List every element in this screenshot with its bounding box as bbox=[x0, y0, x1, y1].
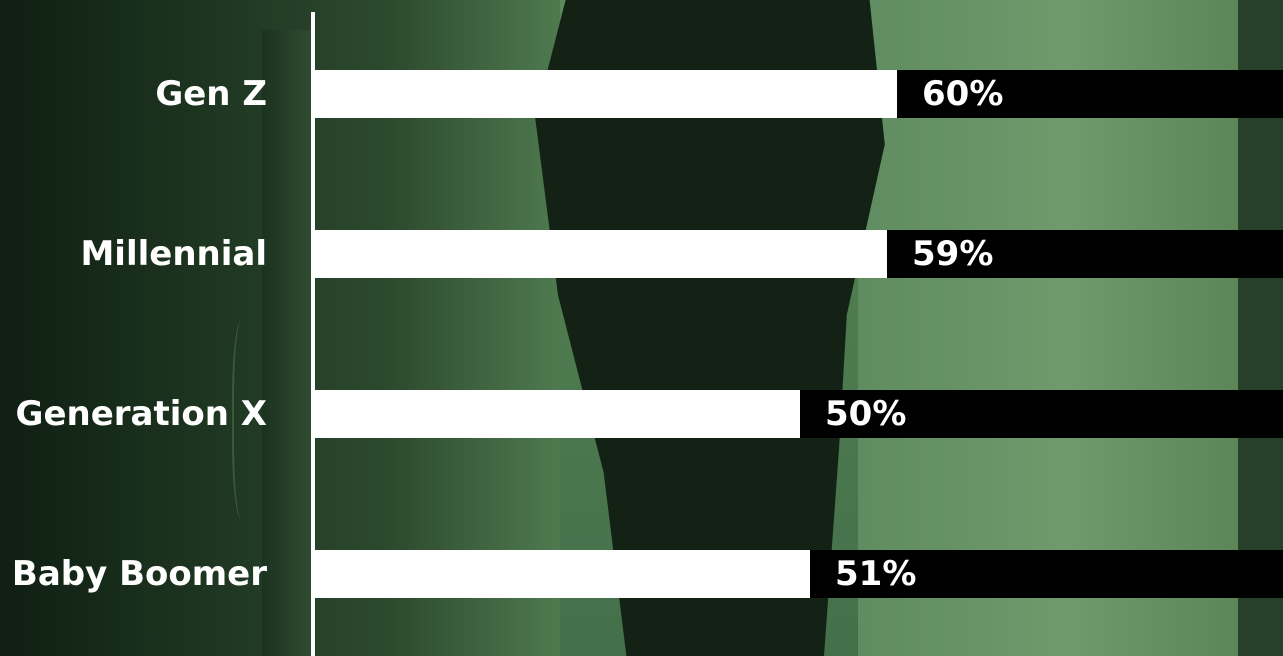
y-axis-line bbox=[311, 12, 315, 656]
bar bbox=[315, 390, 800, 438]
data-label: 51% bbox=[835, 554, 917, 594]
category-label: Millennial bbox=[80, 234, 267, 274]
bar bbox=[315, 550, 810, 598]
bar bbox=[315, 230, 887, 278]
data-label: 50% bbox=[825, 394, 907, 434]
data-label: 59% bbox=[912, 234, 994, 274]
category-label: Gen Z bbox=[155, 74, 267, 114]
data-label: 60% bbox=[922, 74, 1004, 114]
category-label: Generation X bbox=[15, 394, 267, 434]
background-cabinet bbox=[262, 30, 312, 656]
bar bbox=[315, 70, 897, 118]
category-label: Baby Boomer bbox=[11, 554, 267, 594]
